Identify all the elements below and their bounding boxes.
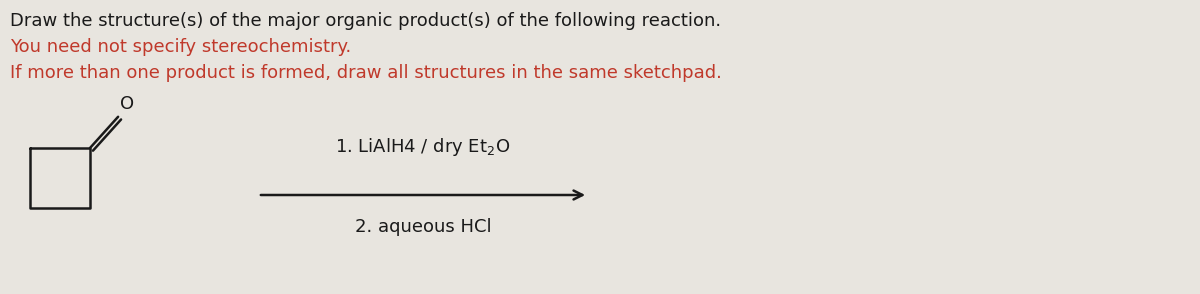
- Text: 2. aqueous HCl: 2. aqueous HCl: [355, 218, 491, 236]
- Text: 1. LiAlH4 / dry Et$_2$O: 1. LiAlH4 / dry Et$_2$O: [336, 136, 510, 158]
- Text: If more than one product is formed, draw all structures in the same sketchpad.: If more than one product is formed, draw…: [10, 64, 722, 82]
- Text: You need not specify stereochemistry.: You need not specify stereochemistry.: [10, 38, 352, 56]
- Text: O: O: [120, 95, 134, 113]
- Text: Draw the structure(s) of the major organic product(s) of the following reaction.: Draw the structure(s) of the major organ…: [10, 12, 721, 30]
